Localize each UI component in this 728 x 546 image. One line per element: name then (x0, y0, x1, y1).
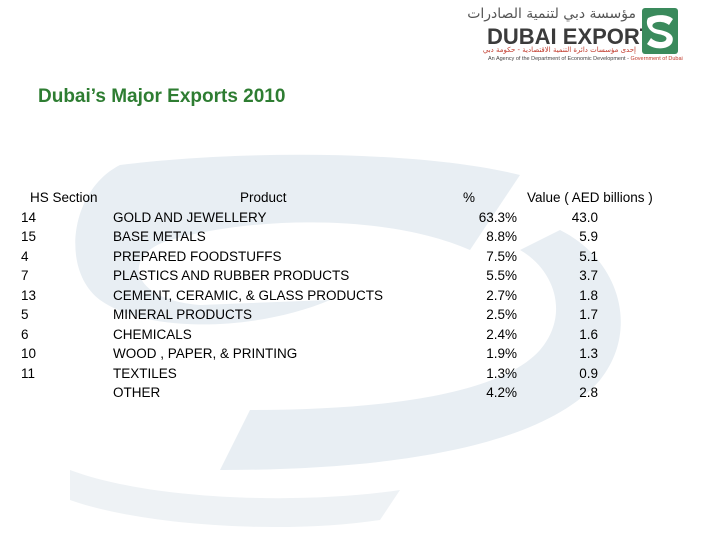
cell-product: PREPARED FOODSTUFFS (113, 248, 282, 264)
logo-tagline-text: An Agency of the Department of Economic … (488, 56, 631, 62)
table-row: 15 BASE METALS 8.8% 5.9 (0, 227, 728, 247)
cell-product: CEMENT, CERAMIC, & GLASS PRODUCTS (113, 287, 384, 303)
dubai-exports-logo: مؤسسة دبي لتنمية الصادرات DUBAI EXPORTS … (467, 4, 724, 66)
cell-value: 1.3 (579, 346, 598, 361)
cell-hs-section: 11 (21, 365, 36, 381)
logo-name: DUBAI EXPORTS (487, 24, 668, 49)
logo-arabic-name: مؤسسة دبي لتنمية الصادرات (467, 6, 636, 22)
cell-value: 1.7 (579, 307, 598, 322)
cell-hs-section: 7 (21, 268, 29, 283)
cell-hs-section: 10 (21, 346, 37, 361)
table-row: 10 WOOD , PAPER, & PRINTING 1.9% 1.3 (0, 344, 728, 364)
cell-value: 2.8 (579, 385, 598, 400)
exports-table: HS Section Product % Value ( AED billion… (0, 188, 728, 403)
cell-value: 0.9 (579, 365, 598, 381)
header-percent: % (463, 190, 476, 205)
header-product: Product (240, 190, 287, 205)
cell-value: 43.0 (571, 209, 598, 225)
table-row: 14 GOLD AND JEWELLERY 63.3% 43.0 (0, 208, 728, 228)
cell-product: MINERAL PRODUCTS (113, 307, 253, 322)
logo-tagline: An Agency of the Department of Economic … (488, 56, 683, 62)
cell-hs-section: 15 (21, 229, 37, 244)
cell-product: GOLD AND JEWELLERY (113, 209, 267, 225)
table-row: OTHER 4.2% 2.8 (0, 383, 728, 403)
slide-title: Dubai’s Major Exports 2010 (38, 86, 286, 107)
cell-value: 5.9 (579, 229, 598, 244)
cell-product: CHEMICALS (113, 326, 192, 342)
cell-percent: 4.2% (486, 385, 517, 400)
cell-percent: 2.5% (486, 307, 517, 322)
cell-percent: 8.8% (486, 229, 517, 244)
logo-arabic-subline: إحدى مؤسسات دائرة التنمية الاقتصادية - ح… (482, 46, 636, 54)
table-row: 7 PLASTICS AND RUBBER PRODUCTS 5.5% 3.7 (0, 266, 728, 286)
cell-hs-section: 5 (21, 307, 29, 322)
cell-value: 1.6 (579, 326, 598, 342)
logo-tagline-government: Government of Dubai (630, 56, 683, 62)
logo-mark-icon (642, 8, 678, 54)
cell-product: BASE METALS (113, 229, 206, 244)
cell-hs-section: 6 (21, 326, 29, 342)
cell-product: WOOD , PAPER, & PRINTING (113, 346, 298, 361)
cell-percent: 7.5% (486, 248, 517, 264)
cell-percent: 2.4% (486, 326, 517, 342)
table-row: 6 CHEMICALS 2.4% 1.6 (0, 325, 728, 345)
cell-hs-section: 14 (21, 209, 37, 225)
table-row: 4 PREPARED FOODSTUFFS 7.5% 5.1 (0, 247, 728, 267)
table-row: 5 MINERAL PRODUCTS 2.5% 1.7 (0, 305, 728, 325)
header-hs-section: HS Section (30, 190, 98, 205)
cell-percent: 63.3% (478, 209, 517, 225)
table-row: 13 CEMENT, CERAMIC, & GLASS PRODUCTS 2.7% 1… (0, 286, 728, 306)
cell-percent: 1.9% (486, 346, 517, 361)
cell-percent: 5.5% (486, 268, 517, 283)
cell-value: 1.8 (579, 287, 598, 303)
cell-value: 5.1 (579, 248, 598, 264)
table-row: 11 TEXTILES 1.3% 0.9 (0, 364, 728, 384)
cell-value: 3.7 (579, 268, 598, 283)
cell-hs-section: 4 (21, 248, 29, 264)
cell-product: TEXTILES (113, 365, 177, 381)
cell-percent: 1.3% (486, 365, 517, 381)
table-header-row: HS Section Product % Value ( AED billion… (0, 188, 728, 208)
cell-hs-section: 13 (21, 287, 37, 303)
cell-product: PLASTICS AND RUBBER PRODUCTS (113, 268, 350, 283)
cell-percent: 2.7% (486, 287, 517, 303)
cell-product: OTHER (113, 385, 161, 400)
header-value: Value ( AED billions ) (527, 190, 653, 205)
